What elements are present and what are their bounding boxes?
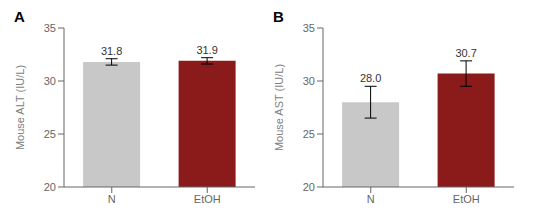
svg-text:30: 30	[303, 75, 315, 87]
svg-text:EtOH: EtOH	[194, 193, 221, 205]
svg-text:EtOH: EtOH	[453, 193, 480, 205]
svg-text:30.7: 30.7	[455, 47, 476, 59]
svg-text:20: 20	[303, 181, 315, 193]
svg-text:25: 25	[303, 128, 315, 140]
svg-text:N: N	[367, 193, 375, 205]
svg-text:35: 35	[44, 22, 56, 34]
svg-text:31.9: 31.9	[196, 44, 217, 56]
svg-text:Mouse AST (IU/L): Mouse AST (IU/L)	[273, 64, 285, 151]
svg-text:20: 20	[44, 181, 56, 193]
svg-text:N: N	[108, 193, 116, 205]
svg-text:28.0: 28.0	[360, 72, 381, 84]
svg-text:35: 35	[303, 22, 315, 34]
svg-text:Mouse ALT (IU/L): Mouse ALT (IU/L)	[14, 65, 26, 150]
svg-text:31.8: 31.8	[101, 45, 122, 57]
html-text:A: A	[14, 8, 25, 25]
svg-text:30: 30	[44, 75, 56, 87]
html-text:B: B	[273, 8, 284, 25]
svg-text:25: 25	[44, 128, 56, 140]
